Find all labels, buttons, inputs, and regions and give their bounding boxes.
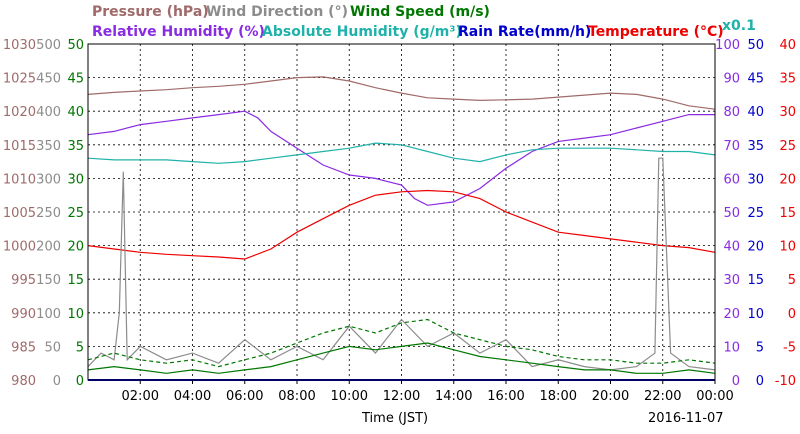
y-tick-humidity: 20 <box>723 307 740 322</box>
y-tick-wind-direction: 200 <box>36 240 61 255</box>
y-tick-pressure: 1005 <box>3 206 36 221</box>
y-tick-pressure: 980 <box>11 374 36 389</box>
y-tick-wind-speed: 45 <box>67 72 84 87</box>
x-tick: 00:00 <box>696 389 733 404</box>
legend-wind-speed: Wind Speed (m/s) <box>350 4 490 20</box>
y-tick-temperature: 35 <box>779 72 796 87</box>
y-tick-pressure: 985 <box>11 340 36 355</box>
x-tick: 10:00 <box>331 389 368 404</box>
series-pressure-hpa <box>87 76 716 110</box>
legend: Pressure (hPa) Wind Direction (°) Wind S… <box>92 4 756 40</box>
y-tick-pressure: 1010 <box>3 172 36 187</box>
y-tick-rain-rate: 0 <box>756 374 764 389</box>
series-temperature-c <box>87 189 716 260</box>
x-tick: 18:00 <box>540 389 577 404</box>
y-tick-pressure: 1025 <box>3 72 36 87</box>
y-tick-pressure: 990 <box>11 307 36 322</box>
y-tick-wind-direction: 50 <box>44 340 61 355</box>
y-tick-humidity: 80 <box>723 105 740 120</box>
y-tick-rain-rate: 45 <box>747 72 764 87</box>
y-tick-wind-speed: 10 <box>67 307 84 322</box>
y-tick-temperature: -5 <box>783 340 796 355</box>
y-tick-wind-speed: 30 <box>67 172 84 187</box>
y-tick-rain-rate: 35 <box>747 139 764 154</box>
series-absolute-humidity-g-m-x <box>87 142 716 164</box>
y-tick-wind-speed: 35 <box>67 139 84 154</box>
legend-rain-rate: Rain Rate(mm/h) <box>458 24 591 40</box>
y-tick-rain-rate: 15 <box>747 273 764 288</box>
y-tick-wind-speed: 50 <box>67 38 84 53</box>
y-tick-temperature: 40 <box>779 38 796 53</box>
y-tick-rain-rate: 25 <box>747 206 764 221</box>
y-tick-wind-speed: 15 <box>67 273 84 288</box>
x-axis-label: Time (JST) <box>361 411 428 426</box>
y-tick-humidity: 70 <box>723 139 740 154</box>
legend-temperature: Temperature (°C) <box>588 24 724 40</box>
y-tick-wind-direction: 250 <box>36 206 61 221</box>
series-wind-speed-gust-m-s <box>87 318 716 368</box>
series-wind-speed-m-s <box>87 342 716 374</box>
x-tick: 22:00 <box>644 389 681 404</box>
x-tick: 20:00 <box>592 389 629 404</box>
y-tick-rain-rate: 30 <box>747 172 764 187</box>
legend-pressure: Pressure (hPa) <box>92 4 209 20</box>
x-tick: 04:00 <box>174 389 211 404</box>
y-tick-humidity: 10 <box>723 340 740 355</box>
y-tick-rain-rate: 40 <box>747 105 764 120</box>
y-tick-pressure: 1020 <box>3 105 36 120</box>
y-tick-temperature: 20 <box>779 172 796 187</box>
legend-relative-humidity: Relative Humidity (%) <box>92 24 265 40</box>
x-tick: 02:00 <box>122 389 159 404</box>
y-tick-wind-direction: 500 <box>36 38 61 53</box>
y-tick-pressure: 1030 <box>3 38 36 53</box>
axes: 1030102510201015101010051000995990985980… <box>3 38 796 404</box>
y-tick-temperature: -10 <box>775 374 796 389</box>
x-tick: 06:00 <box>226 389 263 404</box>
y-tick-wind-direction: 300 <box>36 172 61 187</box>
y-tick-wind-direction: 0 <box>53 374 61 389</box>
legend-absolute-humidity: Absolute Humidity (g/m³) <box>262 24 462 40</box>
y-tick-rain-rate: 5 <box>756 340 764 355</box>
y-tick-temperature: 25 <box>779 139 796 154</box>
y-tick-pressure: 1000 <box>3 240 36 255</box>
y-tick-wind-direction: 400 <box>36 105 61 120</box>
y-tick-temperature: 15 <box>779 206 796 221</box>
y-tick-wind-direction: 450 <box>36 72 61 87</box>
y-tick-humidity: 0 <box>732 374 740 389</box>
y-tick-wind-speed: 0 <box>76 374 84 389</box>
y-tick-wind-speed: 5 <box>76 340 84 355</box>
x-tick: 14:00 <box>435 389 472 404</box>
y-tick-temperature: 10 <box>779 240 796 255</box>
y-tick-wind-direction: 150 <box>36 273 61 288</box>
y-tick-humidity: 50 <box>723 206 740 221</box>
grid <box>88 44 715 380</box>
y-tick-rain-rate: 20 <box>747 240 764 255</box>
y-tick-humidity: 100 <box>715 38 740 53</box>
y-tick-wind-direction: 100 <box>36 307 61 322</box>
x-tick: 12:00 <box>383 389 420 404</box>
date-label: 2016-11-07 <box>648 411 724 426</box>
x-tick: 08:00 <box>278 389 315 404</box>
y-tick-wind-speed: 25 <box>67 206 84 221</box>
y-tick-humidity: 30 <box>723 273 740 288</box>
y-tick-rain-rate: 50 <box>747 38 764 53</box>
legend-x01: x0.1 <box>722 18 756 34</box>
y-tick-temperature: 0 <box>788 307 796 322</box>
y-tick-wind-speed: 20 <box>67 240 84 255</box>
y-tick-wind-direction: 350 <box>36 139 61 154</box>
y-tick-temperature: 30 <box>779 105 796 120</box>
legend-wind-direction: Wind Direction (°) <box>206 4 348 20</box>
y-tick-temperature: 5 <box>788 273 796 288</box>
y-tick-humidity: 40 <box>723 240 740 255</box>
y-tick-wind-speed: 40 <box>67 105 84 120</box>
y-tick-humidity: 90 <box>723 72 740 87</box>
series-relative-humidity <box>87 110 715 206</box>
y-tick-humidity: 60 <box>723 172 740 187</box>
y-tick-rain-rate: 10 <box>747 307 764 322</box>
y-tick-pressure: 1015 <box>3 139 36 154</box>
y-tick-pressure: 995 <box>11 273 36 288</box>
x-tick: 16:00 <box>487 389 524 404</box>
